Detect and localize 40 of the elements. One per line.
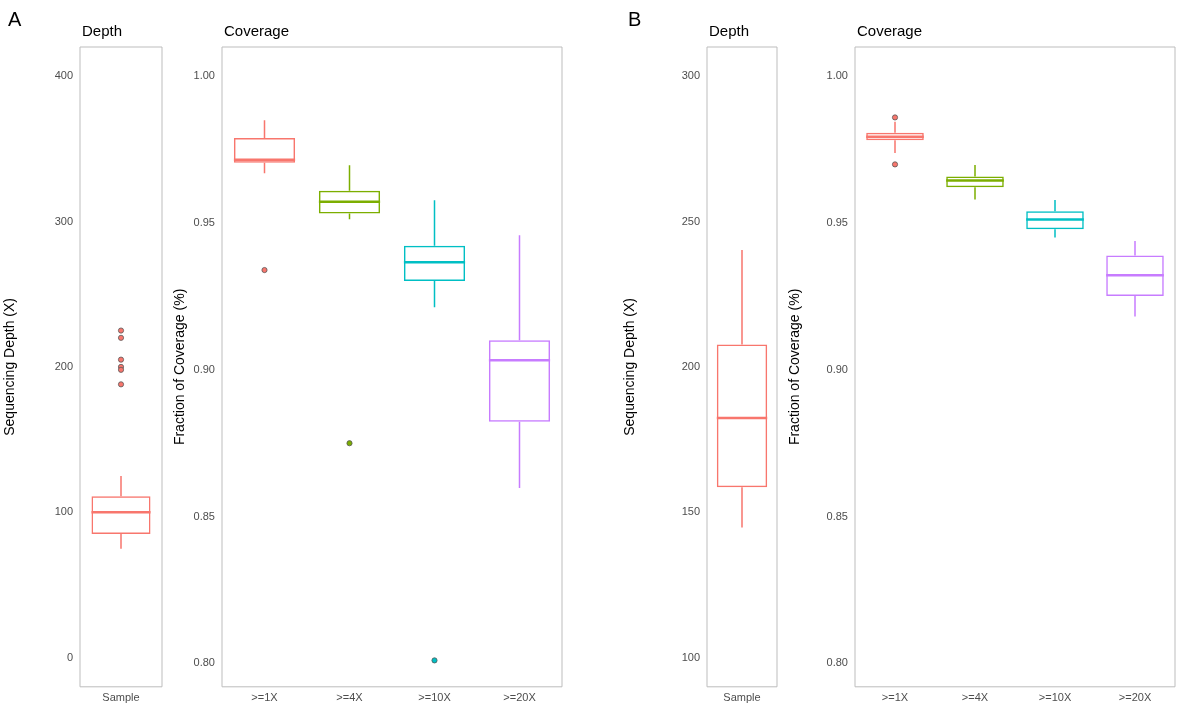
- y-tick-label: 0.95: [193, 216, 215, 229]
- y-tick-label: 100: [54, 505, 73, 518]
- y-tick-label: 0.80: [826, 656, 848, 669]
- y-tick-label: 100: [681, 650, 700, 663]
- y-tick-label: 400: [54, 69, 73, 82]
- x-tick-label: >=4X: [336, 691, 364, 704]
- y-tick-label: 300: [54, 214, 73, 227]
- x-tick-label: >=10X: [1038, 691, 1072, 704]
- x-tick-label: >=1X: [881, 691, 909, 704]
- chart-title: Coverage: [857, 22, 923, 39]
- y-axis-title: Sequencing Depth (X): [1, 298, 18, 436]
- y-axis-title: Sequencing Depth (X): [621, 298, 638, 436]
- x-tick-label: >=1X: [251, 691, 279, 704]
- chart-title: Coverage: [224, 22, 290, 39]
- y-tick-label: 300: [681, 69, 700, 82]
- y-tick-label: 1.00: [826, 69, 848, 82]
- x-tick-label: >=4X: [961, 691, 989, 704]
- y-tick-label: 0.85: [193, 509, 215, 522]
- y-tick-label: 200: [681, 359, 700, 372]
- y-tick-label: 0: [66, 650, 73, 663]
- x-tick-label: >=10X: [418, 691, 452, 704]
- x-tick-label: Sample: [102, 691, 140, 704]
- y-tick-label: 1.00: [193, 69, 215, 82]
- y-tick-label: 0.80: [193, 656, 215, 669]
- x-tick-label: >=20X: [1118, 691, 1152, 704]
- y-axis-title: Fraction of Coverage (%): [786, 288, 803, 446]
- y-axis-title: Fraction of Coverage (%): [171, 288, 188, 446]
- y-tick-label: 200: [54, 359, 73, 372]
- chart-title: Depth: [82, 22, 123, 39]
- text: A: [8, 8, 22, 30]
- y-tick-label: 0.90: [193, 362, 215, 375]
- chart-title: Depth: [709, 22, 750, 39]
- y-tick-label: 150: [681, 505, 700, 518]
- y-tick-label: 0.95: [826, 216, 848, 229]
- y-tick-label: 0.90: [826, 362, 848, 375]
- y-tick-label: 250: [681, 214, 700, 227]
- x-tick-label: Sample: [723, 691, 761, 704]
- text: B: [628, 8, 642, 30]
- x-tick-label: >=20X: [503, 691, 537, 704]
- y-tick-label: 0.85: [826, 509, 848, 522]
